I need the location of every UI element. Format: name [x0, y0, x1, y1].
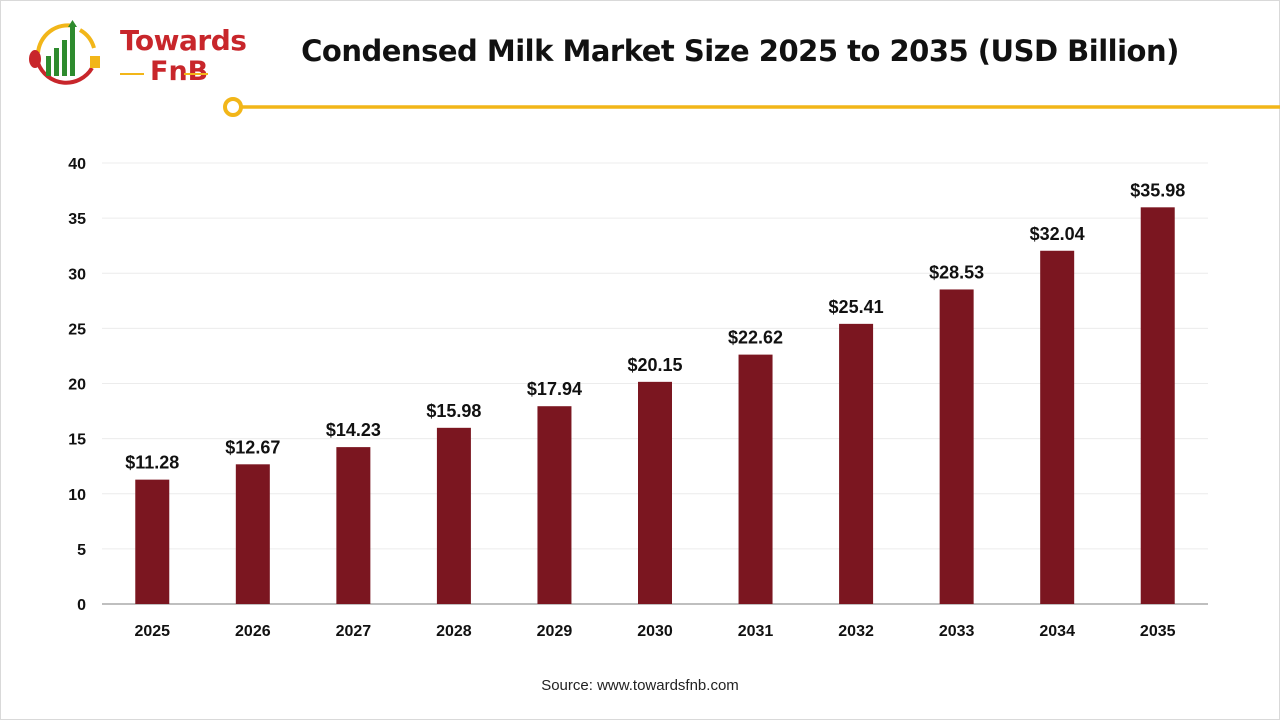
bar-2025: [135, 479, 170, 604]
x-tick-label: 2026: [235, 623, 271, 640]
x-tick-label: 2028: [436, 623, 472, 640]
y-tick-label: 15: [68, 432, 86, 449]
x-tick-label: 2034: [1039, 623, 1075, 640]
x-tick-label: 2032: [838, 623, 874, 640]
y-tick-label: 30: [68, 266, 86, 283]
x-tick-label: 2027: [336, 623, 372, 640]
logo-divider-left: [120, 73, 144, 75]
data-label-2030: $20.15: [627, 355, 682, 375]
logo-text-towards: Towards: [120, 24, 247, 57]
bar-2026: [235, 464, 270, 604]
data-label-2034: $32.04: [1030, 224, 1085, 244]
data-label-2032: $25.41: [829, 297, 884, 317]
y-tick-label: 40: [68, 156, 86, 173]
y-tick-label: 35: [68, 211, 86, 228]
y-tick-label: 0: [77, 597, 86, 614]
x-tick-label: 2025: [134, 623, 170, 640]
data-label-2026: $12.67: [225, 437, 280, 457]
bar-2030: [638, 381, 672, 604]
source-note: Source: www.towardsfnb.com: [541, 677, 739, 694]
bar-2031: [738, 354, 773, 604]
logo: Towards FnB: [24, 18, 247, 88]
data-label-2028: $15.98: [426, 401, 481, 421]
bar-2027: [336, 447, 371, 604]
bar-2034: [1040, 250, 1075, 604]
y-tick-label: 25: [68, 321, 86, 338]
bar-2028: [436, 427, 471, 604]
y-tick-label: 5: [77, 542, 86, 559]
x-tick-label: 2033: [939, 623, 975, 640]
logo-icon: [29, 20, 100, 85]
data-label-2035: $35.98: [1130, 180, 1185, 200]
x-tick-label: 2030: [637, 623, 673, 640]
data-label-2025: $11.28: [125, 453, 179, 473]
logo-divider-right: [184, 73, 208, 75]
data-label-2027: $14.23: [326, 420, 381, 440]
x-tick-label: 2029: [537, 623, 573, 640]
data-label-2031: $22.62: [728, 328, 783, 348]
bar-2029: [537, 406, 572, 604]
y-tick-label: 10: [68, 487, 86, 504]
bar-2033: [939, 289, 974, 604]
bar-2035: [1140, 207, 1175, 604]
data-label-2029: $17.94: [527, 379, 582, 399]
x-tick-label: 2035: [1140, 623, 1176, 640]
data-label-2033: $28.53: [929, 262, 984, 282]
chart-title: Condensed Milk Market Size 2025 to 2035 …: [301, 34, 1179, 68]
x-tick-label: 2031: [738, 623, 774, 640]
bar-2032: [839, 323, 874, 604]
logo-text-fnb: FnB: [150, 56, 209, 87]
y-tick-label: 20: [68, 377, 86, 394]
